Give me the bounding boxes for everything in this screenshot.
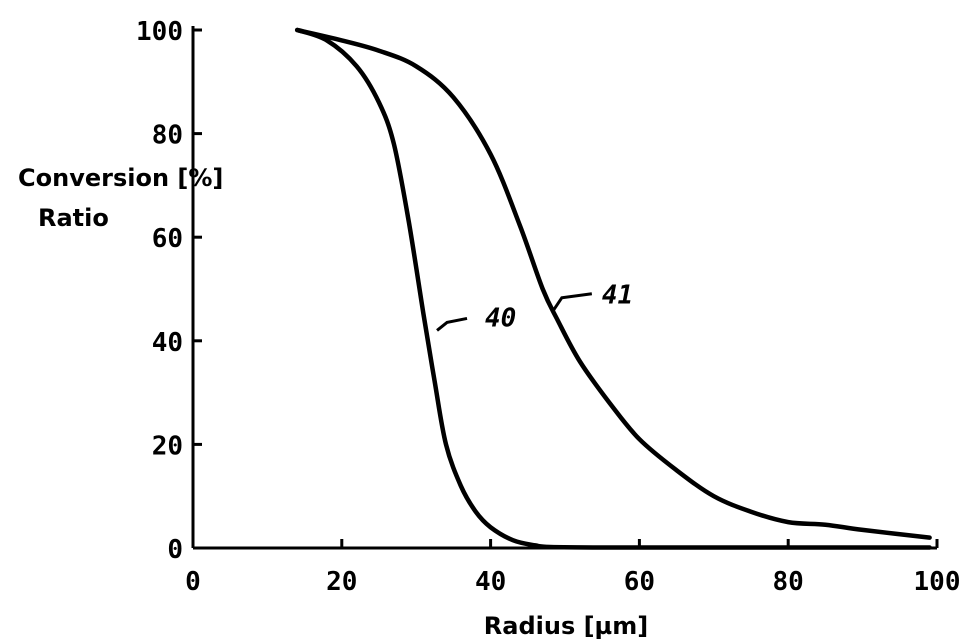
series-layer: 40 41 <box>294 27 932 550</box>
series-41-curve <box>294 27 932 540</box>
y-tick-label: 80 <box>152 121 183 151</box>
series-40-leader <box>436 316 468 332</box>
x-tick-label: 100 <box>914 567 961 597</box>
x-tick-label: 40 <box>475 567 506 597</box>
x-tick-label: 80 <box>773 567 804 597</box>
x-tick-label: 0 <box>185 567 201 597</box>
x-tick-label: 20 <box>326 567 357 597</box>
y-tick-label: 20 <box>152 431 183 461</box>
y-tick-label: 60 <box>152 224 183 254</box>
y-tick-label: 100 <box>136 17 183 47</box>
x-tick-label: 60 <box>624 567 655 597</box>
series-41-label: 41 <box>602 281 633 311</box>
x-axis-title: Radius [µm] <box>484 612 648 640</box>
series-41-leader <box>552 292 593 311</box>
y-ticks: 0 20 40 60 80 100 <box>136 17 202 565</box>
series-40-curve <box>294 27 932 550</box>
y-axis-title-line1: Conversion [%] <box>18 164 223 192</box>
x-ticks: 0 20 40 60 80 100 <box>185 539 960 597</box>
y-tick-label: 0 <box>167 535 183 565</box>
axes <box>191 26 937 550</box>
y-axis-title-line2: Ratio <box>38 204 109 232</box>
y-tick-label: 40 <box>152 328 183 358</box>
series-40-label: 40 <box>485 303 516 333</box>
